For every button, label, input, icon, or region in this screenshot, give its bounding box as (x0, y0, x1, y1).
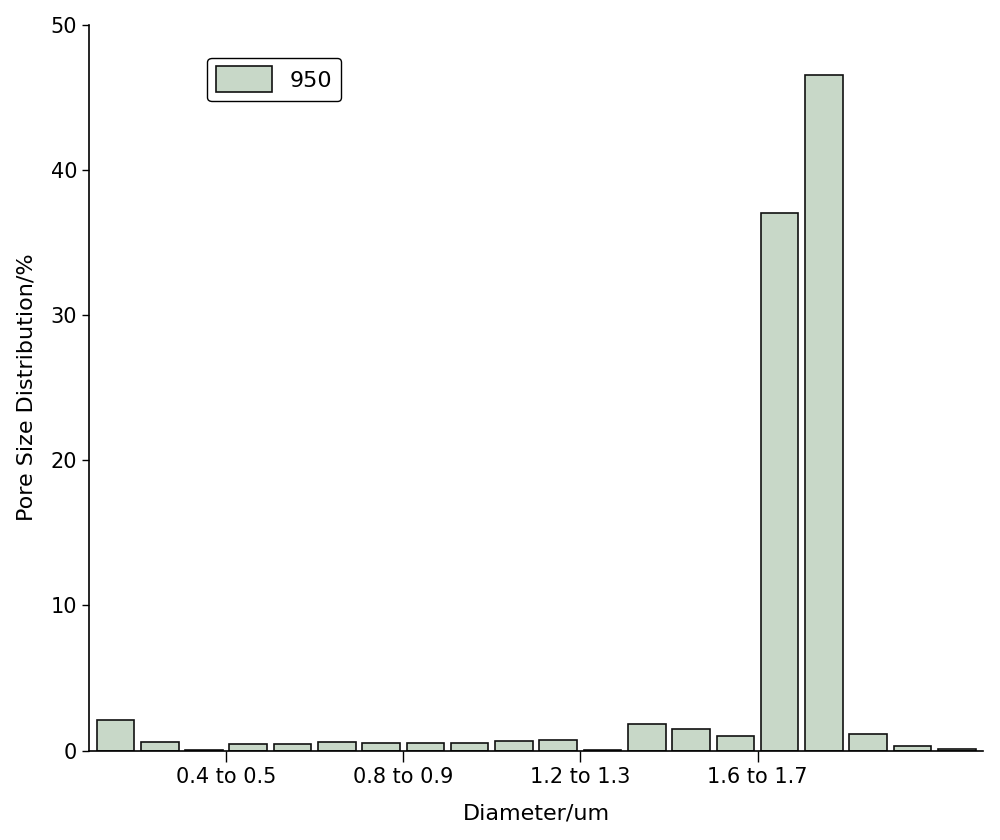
Bar (894, 746, 931, 751)
Bar (761, 213, 798, 751)
Bar (97, 720, 134, 751)
Bar (938, 749, 976, 751)
Bar (451, 743, 488, 751)
Bar (584, 749, 621, 751)
Bar (407, 743, 444, 751)
Bar (229, 744, 267, 751)
Bar (672, 729, 710, 751)
Bar (539, 740, 577, 751)
Bar (628, 724, 666, 751)
Bar (141, 742, 179, 751)
Bar (318, 742, 356, 751)
Y-axis label: Pore Size Distribution/%: Pore Size Distribution/% (17, 254, 37, 522)
X-axis label: Diameter/um: Diameter/um (463, 803, 610, 823)
Bar (849, 734, 887, 751)
Bar (805, 76, 843, 751)
Bar (185, 749, 223, 751)
Bar (274, 744, 311, 751)
Bar (495, 741, 533, 751)
Legend: 950: 950 (207, 58, 341, 101)
Bar (362, 743, 400, 751)
Bar (717, 736, 754, 751)
